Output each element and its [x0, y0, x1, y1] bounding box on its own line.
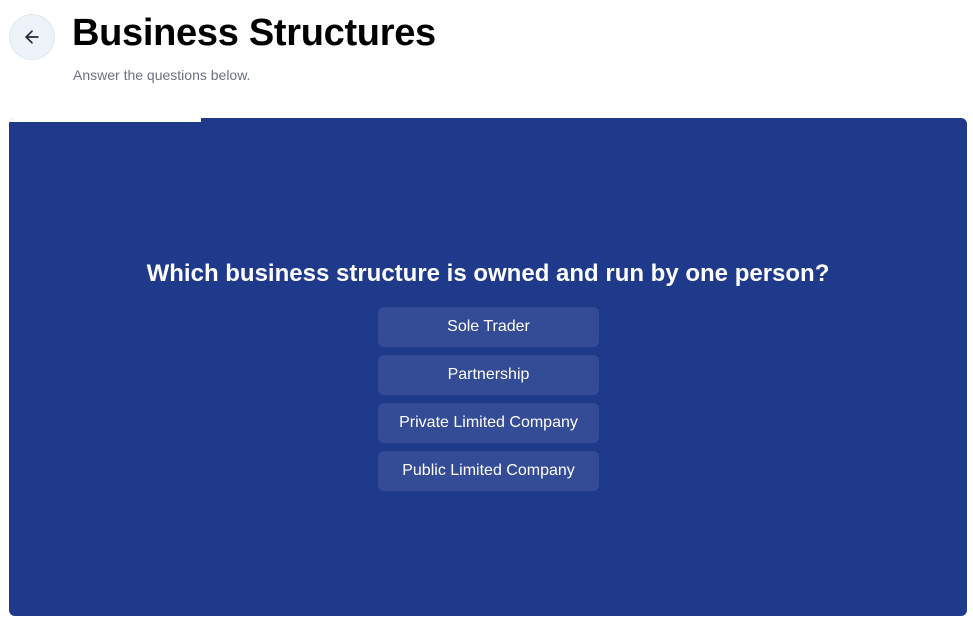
answer-option-partnership[interactable]: Partnership	[378, 355, 599, 395]
back-button[interactable]	[9, 14, 55, 60]
question-text: Which business structure is owned and ru…	[146, 260, 830, 287]
arrow-left-icon	[22, 27, 42, 47]
answer-option-private-limited-company[interactable]: Private Limited Company	[378, 403, 599, 443]
page-subtitle: Answer the questions below.	[73, 67, 251, 83]
answer-options: Sole Trader Partnership Private Limited …	[378, 307, 599, 499]
answer-option-sole-trader[interactable]: Sole Trader	[378, 307, 599, 347]
page-header: Business Structures Answer the questions…	[0, 0, 973, 118]
answer-option-public-limited-company[interactable]: Public Limited Company	[378, 451, 599, 491]
quiz-card: Which business structure is owned and ru…	[9, 118, 967, 616]
progress-bar	[9, 118, 967, 122]
progress-fill	[9, 118, 201, 122]
page-title: Business Structures	[72, 12, 436, 54]
